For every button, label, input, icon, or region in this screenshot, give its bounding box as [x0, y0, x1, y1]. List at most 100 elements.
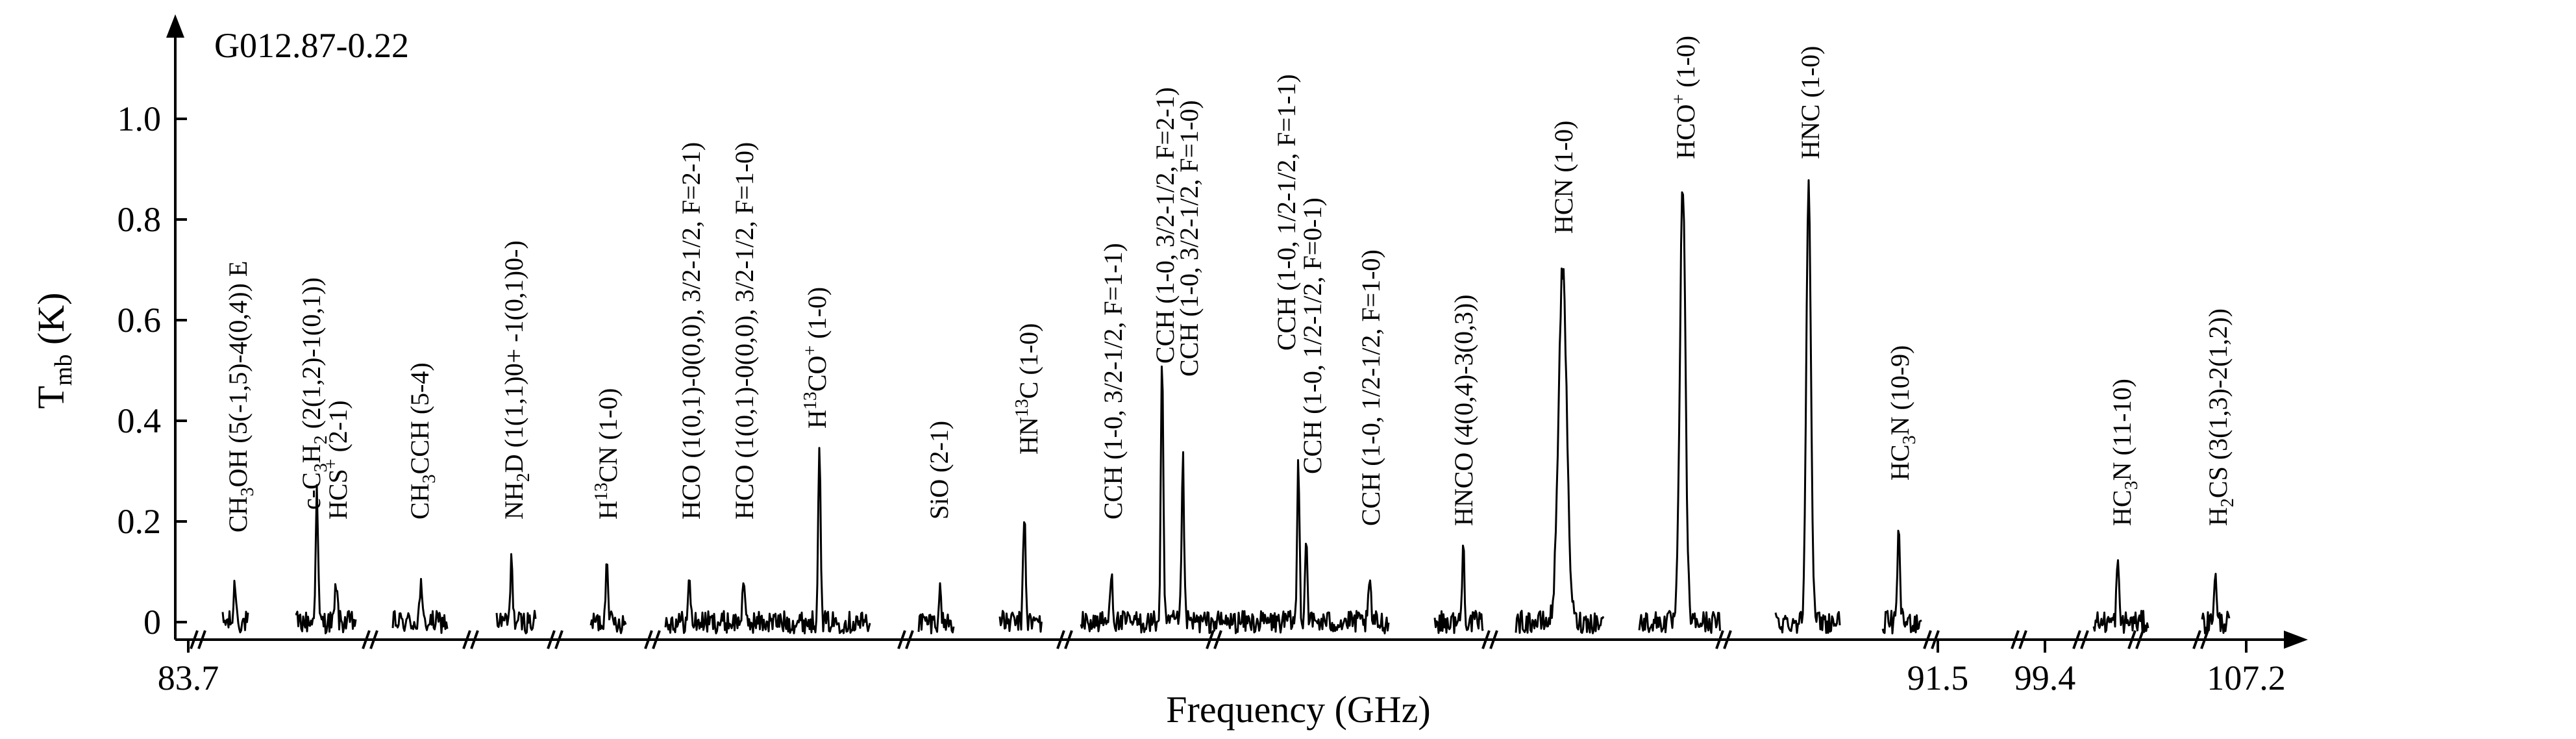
spectrum-segment	[1515, 268, 1605, 634]
line-label: HNCO (4(0,4)-3(0,3))	[1449, 294, 1478, 526]
spectrum-segment	[1774, 179, 1841, 634]
line-label-part: CCH (5-4)	[405, 362, 434, 474]
line-label-part: 3	[1900, 435, 1920, 444]
axis-break	[1206, 630, 1222, 649]
line-label: HCO (1(0,1)-0(0,0), 3/2-1/2, F=1-0)	[730, 142, 759, 520]
axis-break	[2072, 630, 2089, 649]
axis-break	[897, 630, 914, 649]
line-label-part: CCH (1-0, 3/2-1/2, F=1-0)	[1174, 100, 1204, 377]
line-label: HNC (1-0)	[1796, 46, 1825, 159]
axis-break	[462, 630, 479, 649]
line-label-part: 3	[419, 474, 440, 483]
spectrum-segment	[295, 484, 357, 634]
line-label-part: H	[297, 444, 326, 463]
y-tick-label: 0.6	[118, 301, 162, 340]
line-label-part: 2	[514, 473, 534, 482]
line-label-part: HCN (1-0)	[1549, 121, 1578, 234]
line-label-part: (1-0)	[802, 287, 832, 345]
spectrum-segment	[1638, 191, 1721, 634]
axis-break	[1481, 630, 1498, 649]
line-label-part: HCO (1(0,1)-0(0,0), 3/2-1/2, F=2-1)	[676, 142, 706, 520]
line-label-part: 13	[800, 392, 821, 410]
line-label: HCS+ (2-1)	[321, 400, 353, 520]
y-tick-label: 0	[143, 603, 161, 642]
line-label: H13CN (1-0)	[591, 388, 623, 520]
line-label-part: N (10-9)	[1885, 345, 1914, 436]
y-tick-label: 0.2	[118, 502, 162, 541]
line-label-part: CCH (1-0, 1/2-1/2, F=1-0)	[1356, 249, 1385, 526]
line-label-part: CS (3(1,3)-2(1,2))	[2203, 308, 2233, 498]
spectrum-segment	[391, 578, 449, 634]
line-label-part: NH	[499, 482, 528, 520]
line-label-part: HN	[1014, 417, 1043, 455]
line-label-part: CCH (1-0, 1/2-1/2, F=0-1)	[1298, 197, 1327, 474]
line-label-part: SiO (2-1)	[924, 421, 954, 520]
line-label-part: 3	[311, 463, 331, 472]
line-label: HN13C (1-0)	[1012, 323, 1043, 455]
line-label: CCH (1-0, 1/2-1/2, F=1-0)	[1356, 249, 1385, 526]
x-tick-label: 83.7	[158, 658, 219, 697]
line-label-part: HC	[1885, 444, 1914, 481]
spectrum-segment	[917, 582, 955, 634]
y-axis-label-main: T	[30, 386, 72, 408]
line-label-part: C (1-0)	[1014, 323, 1043, 399]
line-label: H2CS (3(1,3)-2(1,2))	[2203, 308, 2238, 526]
x-tick-label: 91.5	[1907, 658, 1969, 697]
line-label: CH3OH (5(-1,5)-4(0,4)) E	[223, 261, 258, 532]
spectrum-segment	[2092, 559, 2149, 634]
y-axis-label-unit: (K)	[30, 292, 72, 354]
axis-break	[1923, 630, 1940, 649]
line-label-part: H	[593, 501, 623, 520]
axis-break	[362, 630, 378, 649]
line-label-part: 2	[2218, 498, 2238, 507]
axis-break	[1056, 630, 1073, 649]
line-label-part: HC	[2107, 490, 2136, 526]
line-label-part: CH	[223, 496, 253, 532]
line-label-part: CO	[802, 356, 832, 392]
line-label-part: c-C	[297, 472, 326, 510]
line-label-part: H	[802, 410, 832, 429]
line-label-part: HNCO (4(0,4)-3(0,3))	[1449, 294, 1478, 526]
line-label: SiO (2-1)	[924, 421, 954, 520]
y-tick-label: 0.8	[118, 200, 162, 239]
axis-break	[1715, 630, 1732, 649]
line-label: HCO+ (1-0)	[1669, 36, 1700, 159]
line-label-part: (2(1,2)-1(0,1))	[297, 277, 326, 435]
line-label-part: H	[2203, 507, 2233, 526]
spectrum-segment	[495, 553, 537, 634]
spectrum-segment	[2201, 573, 2231, 634]
y-axis-label-sub: mb	[50, 355, 77, 386]
axis-break	[644, 630, 661, 649]
line-label-part: CCH (1-0, 1/2-1/2, F=1-1)	[1272, 74, 1301, 351]
y-axis-label: Tmb (K)	[30, 292, 77, 408]
axis-break	[2011, 630, 2027, 649]
line-label: CCH (1-0, 1/2-1/2, F=1-1)	[1272, 74, 1301, 351]
line-label: CCH (1-0, 1/2-1/2, F=0-1)	[1298, 197, 1327, 474]
axis-break	[190, 630, 206, 649]
line-label-part: D (1(1,1)0+ -1(0,1)0-)	[499, 240, 528, 473]
line-label-part: HCO (1(0,1)-0(0,0), 3/2-1/2, F=1-0)	[730, 142, 759, 520]
line-label-part: +	[321, 458, 341, 469]
line-label-part: 2	[311, 435, 331, 444]
y-tick-label: 0.4	[118, 401, 162, 440]
axis-break	[547, 630, 564, 649]
line-label-part: (2-1)	[323, 400, 353, 458]
line-label-part: 13	[1012, 399, 1032, 417]
line-label-part: +	[1669, 94, 1689, 105]
y-tick-label: 1.0	[118, 99, 162, 138]
line-label: H13CO+ (1-0)	[800, 287, 832, 429]
line-label: NH2D (1(1,1)0+ -1(0,1)0-)	[499, 240, 534, 520]
spectrum-segment	[664, 447, 871, 634]
spectrum-segment	[589, 563, 627, 634]
x-tick-label: 99.4	[2014, 658, 2076, 697]
line-label: HCO (1(0,1)-0(0,0), 3/2-1/2, F=2-1)	[676, 142, 706, 520]
spectrum-segment	[1433, 544, 1484, 634]
spectrum-segment	[221, 579, 249, 634]
line-label-part: 3	[238, 487, 258, 496]
x-axis-label: Frequency (GHz)	[1166, 688, 1430, 731]
spectrum-segment	[1881, 529, 1922, 634]
line-label-part: HCS	[323, 469, 353, 520]
line-label-part: (1-0)	[1671, 36, 1700, 94]
